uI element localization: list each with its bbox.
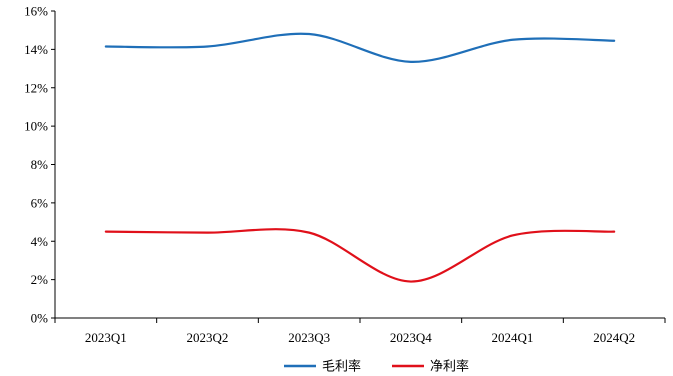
x-tick-label: 2023Q4 [390,330,432,345]
y-tick-label: 2% [31,272,49,287]
y-tick-label: 16% [24,4,48,19]
x-tick-label: 2023Q3 [288,330,330,345]
series-2 [104,228,616,283]
legend-item: 毛利率 [284,359,361,375]
y-tick-label: 4% [31,234,49,249]
legend-label: 净利率 [430,359,469,375]
y-tick-label: 8% [31,157,49,172]
x-axis: 2023Q1 2023Q2 2023Q3 2023Q4 2024Q1 2024Q2 [54,317,666,345]
y-axis: 0% 2% 4% 6% 8% 10% 12% 14% 16% [24,4,56,326]
legend-item: 净利率 [392,359,469,375]
series-1 [104,32,616,63]
y-tick-label: 14% [24,42,48,57]
series-line [104,32,616,63]
x-tick-label: 2023Q2 [187,330,229,345]
y-tick-label: 12% [24,80,48,95]
x-tick-label: 2024Q2 [593,330,635,345]
legend: 毛利率 净利率 [284,359,469,375]
series-layer [104,32,616,283]
series-line [104,228,616,283]
y-tick-label: 10% [24,119,48,134]
x-tick-label: 2024Q1 [492,330,534,345]
x-tick-label: 2023Q1 [85,330,127,345]
y-tick-label: 0% [31,311,49,326]
legend-label: 毛利率 [322,359,361,375]
y-tick-label: 6% [31,195,49,210]
